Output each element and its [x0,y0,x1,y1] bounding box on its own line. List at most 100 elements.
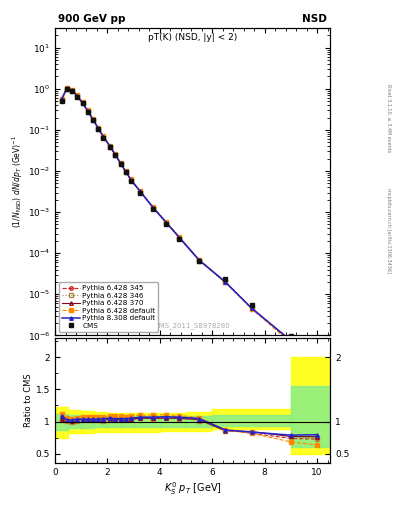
Pythia 6.428 default [249,306,254,312]
Text: NSD: NSD [303,13,327,24]
Pythia 6.428 345 [164,219,169,225]
Text: 900 GeV pp: 900 GeV pp [58,13,125,24]
CMS [59,97,64,103]
Pythia 6.428 default [80,99,85,105]
Pythia 6.428 345 [108,143,112,150]
CMS [91,117,95,123]
Pythia 8.308 default [288,337,293,344]
Pythia 6.428 346 [151,205,156,211]
Pythia 6.428 370 [138,188,143,195]
Pythia 6.428 345 [138,188,143,195]
Pythia 6.428 default [70,87,74,93]
CMS [75,94,80,100]
Pythia 6.428 346 [80,100,85,106]
Pythia 8.308 default [315,364,320,370]
Pythia 6.428 345 [113,152,118,158]
Pythia 6.428 346 [91,117,95,123]
Pythia 6.428 default [315,368,320,374]
Pythia 6.428 346 [64,86,69,92]
Pythia 6.428 346 [70,88,74,94]
Pythia 6.428 345 [288,338,293,345]
Pythia 6.428 346 [59,97,64,103]
Pythia 6.428 default [91,116,95,122]
X-axis label: $K^0_S\ p_T\ [\mathrm{GeV}]$: $K^0_S\ p_T\ [\mathrm{GeV}]$ [163,480,222,497]
CMS [288,333,293,339]
CMS [80,100,85,106]
Pythia 6.428 346 [315,365,320,371]
Line: CMS: CMS [59,87,320,365]
Pythia 6.428 default [85,107,90,113]
CMS [197,258,202,264]
CMS [64,86,69,92]
Pythia 8.308 default [80,100,85,106]
Pythia 6.428 346 [197,258,202,264]
Pythia 6.428 345 [101,134,106,140]
Pythia 6.428 370 [129,177,133,183]
Pythia 6.428 346 [118,160,123,166]
Pythia 6.428 345 [315,365,320,371]
Pythia 6.428 346 [177,235,182,241]
Pythia 6.428 default [151,204,156,210]
Y-axis label: Ratio to CMS: Ratio to CMS [24,374,33,428]
Text: mcplots.cern.ch [arXiv:1306.3436]: mcplots.cern.ch [arXiv:1306.3436] [386,188,391,273]
CMS [249,302,254,308]
Pythia 6.428 default [64,85,69,91]
Line: Pythia 6.428 345: Pythia 6.428 345 [60,87,319,370]
Pythia 6.428 370 [151,205,156,211]
Pythia 8.308 default [101,134,106,140]
Pythia 6.428 345 [249,306,254,312]
CMS [151,206,156,212]
Pythia 6.428 370 [118,160,123,166]
Pythia 6.428 346 [288,338,293,344]
CMS [164,221,169,227]
Text: CMS_2011_S8978280: CMS_2011_S8978280 [155,323,230,329]
Text: Rivet 3.1.10, ≥ 3.4M events: Rivet 3.1.10, ≥ 3.4M events [386,83,391,152]
CMS [113,153,118,159]
CMS [123,169,128,176]
Pythia 6.428 370 [177,235,182,241]
Pythia 6.428 346 [108,144,112,150]
Legend: Pythia 6.428 345, Pythia 6.428 346, Pythia 6.428 370, Pythia 6.428 default, Pyth: Pythia 6.428 345, Pythia 6.428 346, Pyth… [59,283,158,332]
Pythia 6.428 345 [75,93,80,99]
Pythia 6.428 default [123,168,128,174]
Line: Pythia 6.428 default: Pythia 6.428 default [60,86,319,372]
Pythia 8.308 default [96,125,101,131]
Pythia 6.428 370 [80,100,85,106]
Pythia 6.428 346 [249,305,254,311]
Pythia 8.308 default [113,152,118,158]
Pythia 6.428 370 [223,279,228,285]
Pythia 8.308 default [138,188,143,195]
CMS [138,189,143,196]
CMS [70,88,74,94]
Pythia 6.428 346 [164,220,169,226]
Pythia 6.428 370 [108,144,112,150]
Pythia 6.428 default [118,160,123,166]
Pythia 6.428 370 [113,152,118,158]
Pythia 6.428 370 [91,117,95,123]
Pythia 6.428 default [101,133,106,139]
Pythia 6.428 346 [75,93,80,99]
Line: Pythia 6.428 370: Pythia 6.428 370 [60,87,319,369]
Pythia 8.308 default [123,168,128,175]
Pythia 8.308 default [151,205,156,211]
Pythia 6.428 default [75,92,80,98]
Pythia 6.428 default [129,176,133,182]
Pythia 6.428 370 [288,338,293,344]
Pythia 6.428 default [96,125,101,131]
CMS [96,126,101,132]
Pythia 6.428 370 [85,108,90,114]
Pythia 6.428 370 [249,305,254,311]
Pythia 6.428 345 [118,160,123,166]
Pythia 6.428 default [59,96,64,102]
Pythia 8.308 default [164,220,169,226]
Pythia 6.428 default [113,151,118,157]
Pythia 8.308 default [85,108,90,114]
Pythia 8.308 default [223,279,228,285]
Pythia 6.428 370 [75,93,80,99]
Pythia 6.428 default [138,188,143,194]
Line: Pythia 6.428 346: Pythia 6.428 346 [60,87,319,369]
Pythia 6.428 345 [59,96,64,102]
Pythia 6.428 345 [91,117,95,123]
Pythia 6.428 346 [96,125,101,132]
Pythia 8.308 default [177,234,182,241]
